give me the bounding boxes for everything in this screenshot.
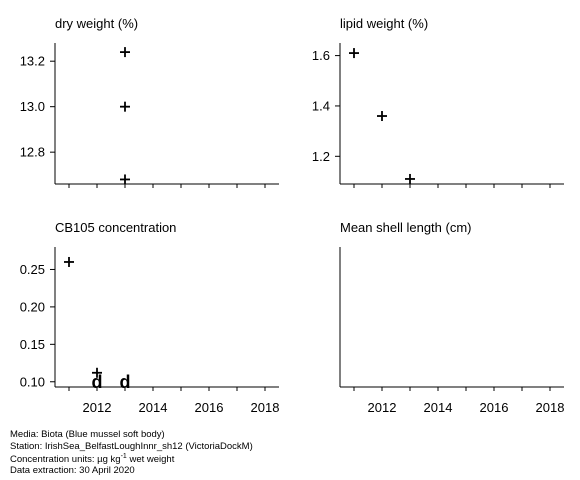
x-tick-label: 2018	[251, 400, 280, 415]
data-point-plus	[120, 174, 130, 185]
data-point-plus	[120, 47, 130, 58]
panel-4: Mean shell length (cm) 2012 2014 2016 2018	[339, 220, 565, 415]
data-point-plus	[120, 101, 130, 112]
y-tick-label: 1.2	[312, 149, 330, 164]
footer-station: Station: IrishSea_BelfastLoughInnr_sh12 …	[10, 441, 253, 452]
footer-extraction: Data extraction: 30 April 2020	[10, 465, 135, 476]
x-tick-label: 2012	[368, 400, 397, 415]
y-tick-label: 0.20	[20, 299, 45, 314]
y-tick-label: 13.2	[20, 54, 45, 69]
footer-media: Media: Biota (Blue mussel soft body)	[10, 429, 165, 440]
panel-1: dry weight (%) 12.8 13.0 13.2	[20, 16, 279, 188]
x-tick-label: 2016	[195, 400, 224, 415]
x-tick-label: 2014	[139, 400, 168, 415]
data-point-plus	[92, 367, 102, 378]
data-point-plus	[377, 111, 387, 122]
data-point-plus	[349, 48, 359, 59]
x-tick-label: 2012	[83, 400, 112, 415]
panel-title: Mean shell length (cm)	[340, 220, 472, 235]
y-tick-label: 0.25	[20, 262, 45, 277]
x-tick-label: 2014	[424, 400, 453, 415]
x-tick-label: 2016	[480, 400, 509, 415]
data-point-plus	[405, 173, 415, 184]
data-point-plus	[64, 256, 74, 267]
y-tick-label: 0.15	[20, 337, 45, 352]
y-tick-label: 0.10	[20, 374, 45, 389]
panel-2: lipid weight (%) 1.2 1.4 1.6	[312, 16, 564, 188]
footer-units-suffix: wet weight	[126, 454, 175, 466]
y-tick-label: 1.4	[312, 98, 330, 113]
panel-title: dry weight (%)	[55, 16, 138, 31]
data-point-d: d	[92, 372, 103, 392]
x-tick-label: 2018	[536, 400, 565, 415]
footer-units-prefix: Concentration units: µg kg	[10, 454, 121, 466]
y-tick-label: 13.0	[20, 99, 45, 114]
y-tick-label: 1.6	[312, 48, 330, 63]
panel-title: CB105 concentration	[55, 220, 176, 235]
footer-units-sup: -1	[120, 453, 127, 460]
y-tick-label: 12.8	[20, 145, 45, 160]
data-point-d: d	[120, 372, 131, 392]
panel-3: CB105 concentration 2012 2014 2016 2018 0.10 0…	[20, 220, 280, 415]
panel-title: lipid weight (%)	[340, 16, 428, 31]
footer-units: Concentration units: µg kg-1 wet weight	[10, 453, 174, 465]
